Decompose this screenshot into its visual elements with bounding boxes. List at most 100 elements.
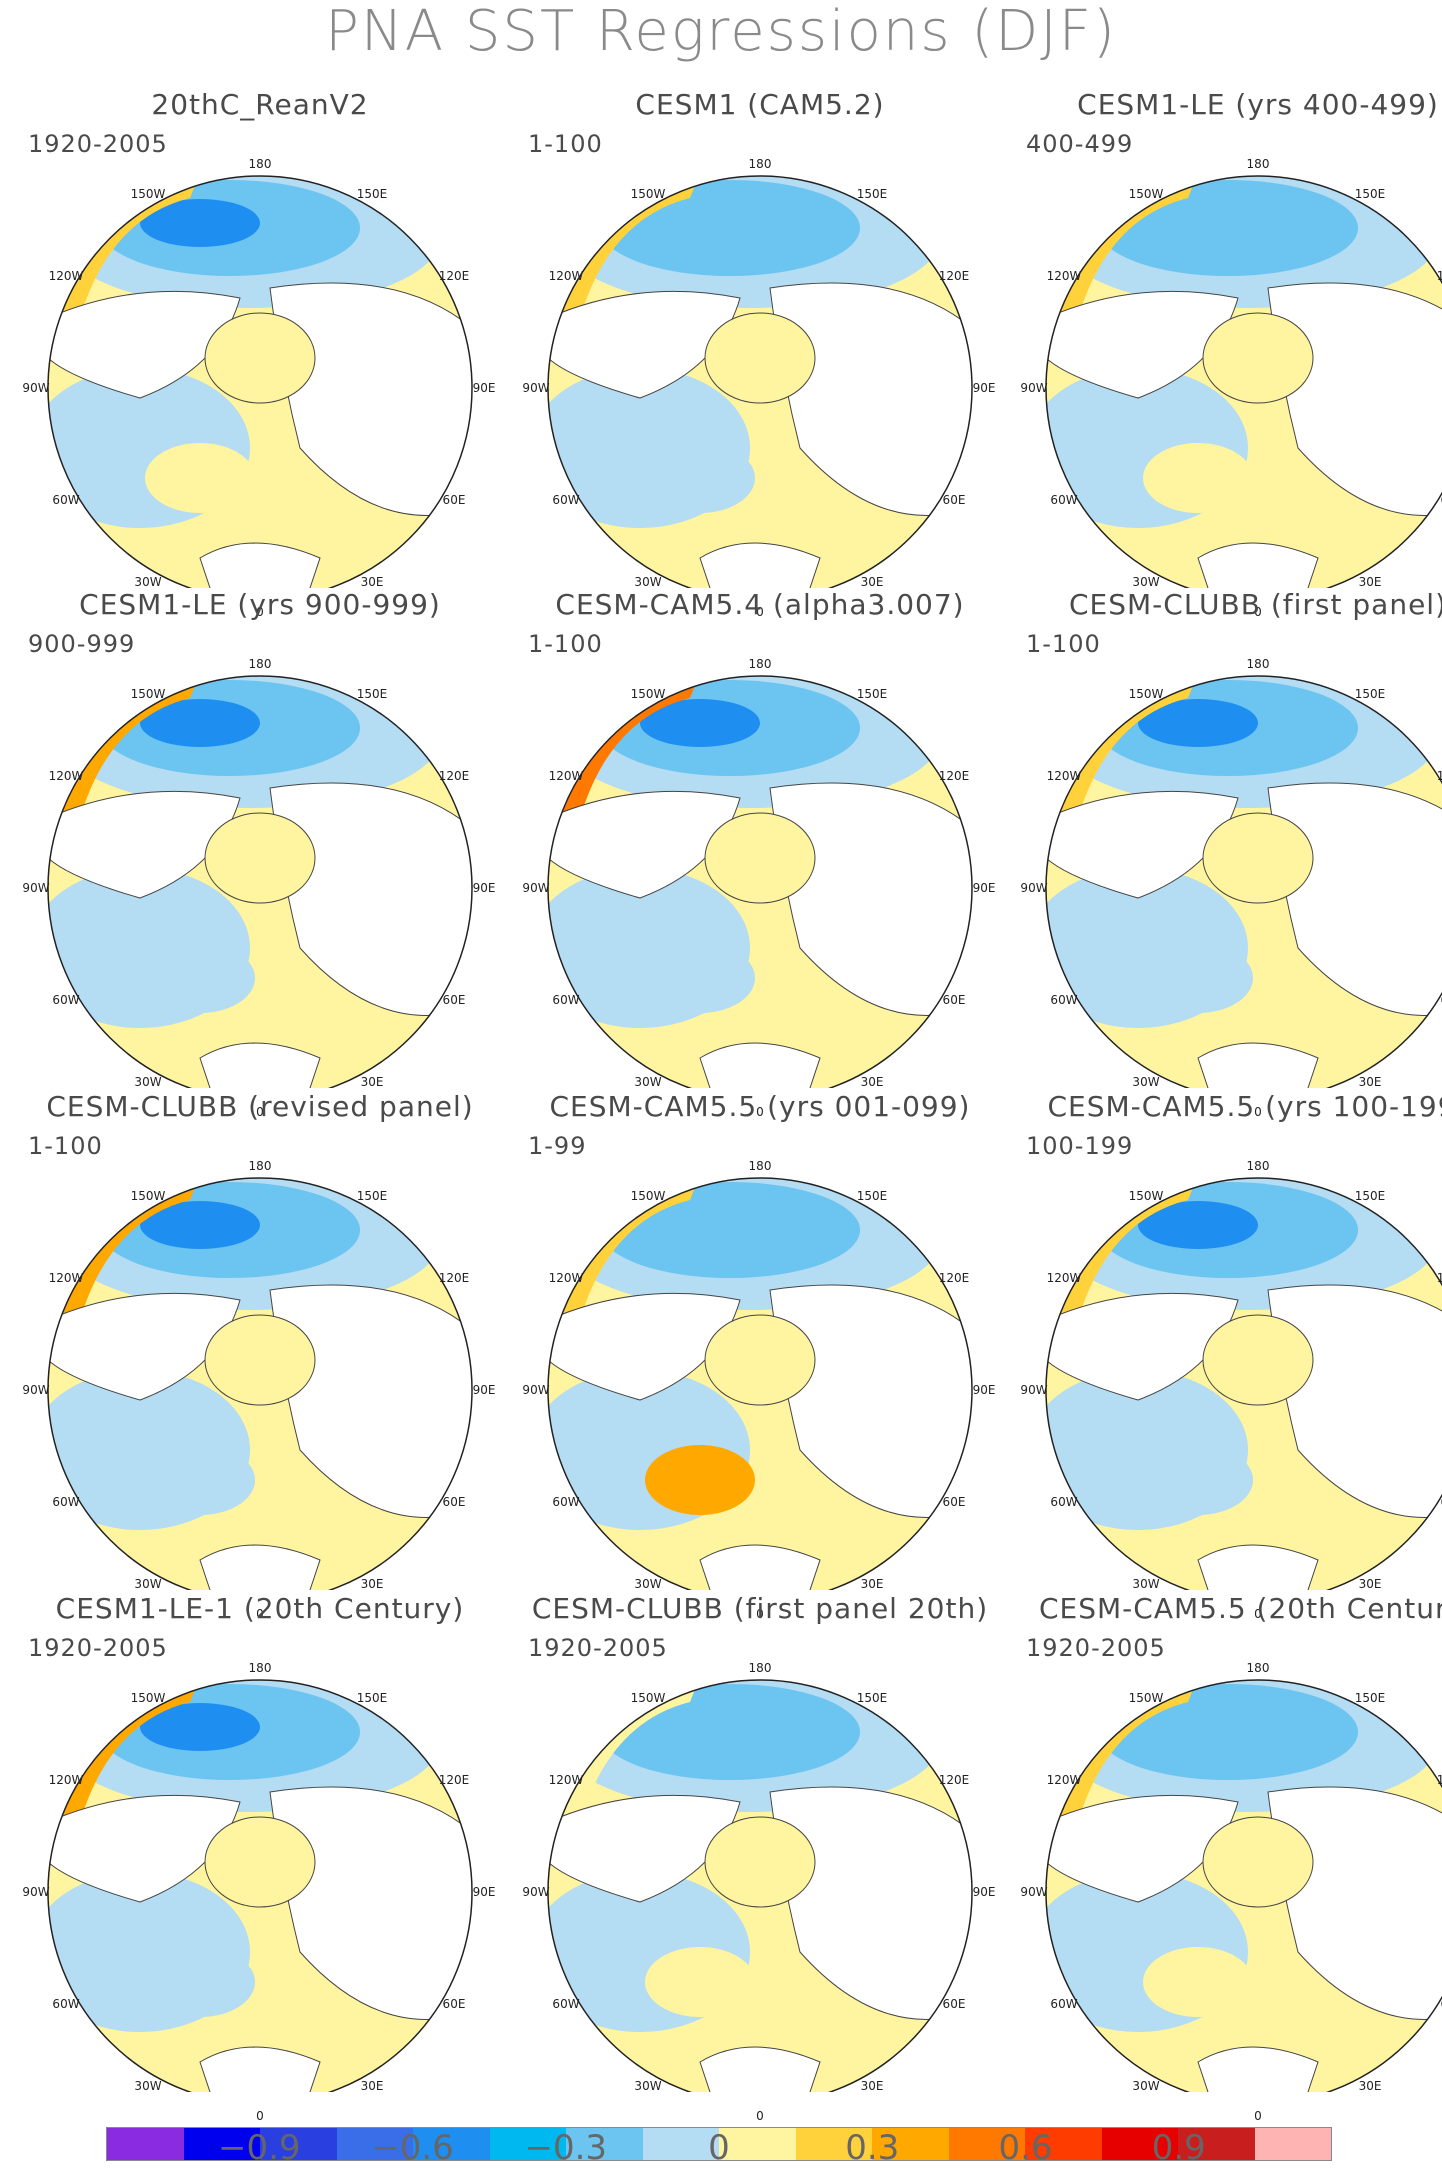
longitude-label: 30E [860,1576,884,1591]
map-border [547,1177,973,1590]
map-border [47,675,473,1088]
colorbar-tick-label: 0.6 [998,2128,1053,2168]
longitude-label: 120W [548,769,584,783]
panel-period: 1920-2005 [1026,1634,1166,1662]
africa-land [699,1544,821,1590]
longitude-label: 0 [756,2109,764,2123]
longitude-label: 150E [1354,1691,1386,1705]
polar-map [47,175,473,588]
longitude-label: 120W [1046,269,1082,283]
longitude-label: 180 [248,657,272,671]
longitude-label: 30W [134,1074,162,1089]
longitude-label: 150E [356,187,388,201]
polar-map [547,1679,973,2092]
longitude-label: 120W [48,769,84,783]
pacific-anomaly-core [140,699,260,747]
map-border [547,175,973,588]
longitude-label: 90E [472,881,496,895]
map-panel: CESM1-LE (yrs 400-499) 400-499 180 150E 120E… [1018,88,1442,619]
africa-land [699,1042,821,1088]
panel-period: 1-100 [1026,630,1101,658]
longitude-label: 30E [1358,1074,1382,1089]
longitude-label: 120E [438,769,470,783]
longitude-label: 30W [634,574,662,589]
arctic-ocean [704,312,816,404]
longitude-label: 60W [552,993,580,1007]
colorbar-cell [948,2128,1025,2160]
longitude-label: 90W [1020,381,1048,395]
pacific-anomaly-core [640,1703,760,1751]
panel-period: 1920-2005 [528,1634,668,1662]
map-panel: CESM-CAM5.5 (yrs 001-099) 1-99 180 150E 120E… [520,1090,1000,1621]
longitude-label: 90E [472,381,496,395]
longitude-label: 30W [1132,1074,1160,1089]
colorbar-tick-label: 0 [708,2128,730,2168]
longitude-label: 30W [134,2078,162,2093]
colorbar-cell [642,2128,719,2160]
longitude-label: 120W [48,269,84,283]
arctic-ocean [204,1314,316,1406]
longitude-label: 120E [1436,1271,1442,1285]
longitude-label: 90W [1020,1885,1048,1899]
africa-land [1197,1042,1319,1088]
longitude-label: 120E [438,1271,470,1285]
colorbar-cell [489,2128,566,2160]
polar-map [47,1177,473,1590]
colorbar-cell [336,2128,413,2160]
longitude-label: 30W [134,574,162,589]
longitude-label: 90W [22,1885,50,1899]
map-border [47,1177,473,1590]
map-panel: CESM1-LE (yrs 900-999) 900-999 180 150E 120E… [20,588,500,1119]
longitude-label: 60E [1441,1495,1442,1509]
atlantic-core [645,443,755,513]
longitude-label: 0 [756,1607,764,1621]
panel-period: 1-100 [28,1132,103,1160]
longitude-label: 180 [248,1661,272,1675]
longitude-label: 90W [522,1383,550,1397]
longitude-label: 120W [1046,769,1082,783]
longitude-label: 120W [1046,1773,1082,1787]
pacific-anomaly-core [640,199,760,247]
map-panel: CESM-CAM5.4 (alpha3.007) 1-100 180 150E 120E… [520,588,1000,1119]
longitude-label: 120E [938,269,970,283]
longitude-label: 120E [938,769,970,783]
colorbar-cell [1178,2128,1255,2160]
longitude-label: 120E [1436,769,1442,783]
arctic-ocean [204,312,316,404]
longitude-label: 30E [360,1576,384,1591]
colorbar-tick-label: −0.6 [371,2128,454,2168]
pacific-anomaly-core [140,199,260,247]
pacific-anomaly-core [1138,1703,1258,1751]
longitude-label: 90W [1020,1383,1048,1397]
africa-land [1197,2046,1319,2092]
map-panel: CESM1 (CAM5.2) 1-100 180 150E 120E 90E 60E 30E 0… [520,88,1000,619]
colorbar-cell [1025,2128,1102,2160]
longitude-label: 120W [548,269,584,283]
coastal-warm-band [48,1680,200,1822]
longitude-label: 60E [1441,993,1442,1007]
longitude-label: 60W [52,993,80,1007]
longitude-label: 90E [972,1383,996,1397]
arctic-ocean [1202,812,1314,904]
africa-land [699,542,821,588]
longitude-label: 30W [1132,1576,1160,1591]
longitude-label: 120E [438,1773,470,1787]
longitude-label: 90W [522,881,550,895]
map-panel: CESM1-LE-1 (20th Century) 1920-2005 180 150… [20,1592,500,2123]
colorbar-tick-label: −0.3 [524,2128,608,2168]
polar-map [547,675,973,1088]
longitude-label: 150E [856,1691,888,1705]
longitude-label: 60W [52,1997,80,2011]
colorbar-cell [183,2128,260,2160]
panel-title: CESM-CAM5.5 (yrs 100-199) [1047,1090,1442,1123]
atlantic-core [1143,1445,1253,1515]
colorbar-cell [566,2128,643,2160]
colorbar-cell [719,2128,796,2160]
panel-period: 1920-2005 [28,1634,168,1662]
longitude-label: 120E [938,1773,970,1787]
panel-period: 1-99 [528,1132,587,1160]
arctic-ocean [704,812,816,904]
map-border [1045,1679,1442,2092]
longitude-label: 30E [1358,574,1382,589]
atlantic-core [1143,943,1253,1013]
